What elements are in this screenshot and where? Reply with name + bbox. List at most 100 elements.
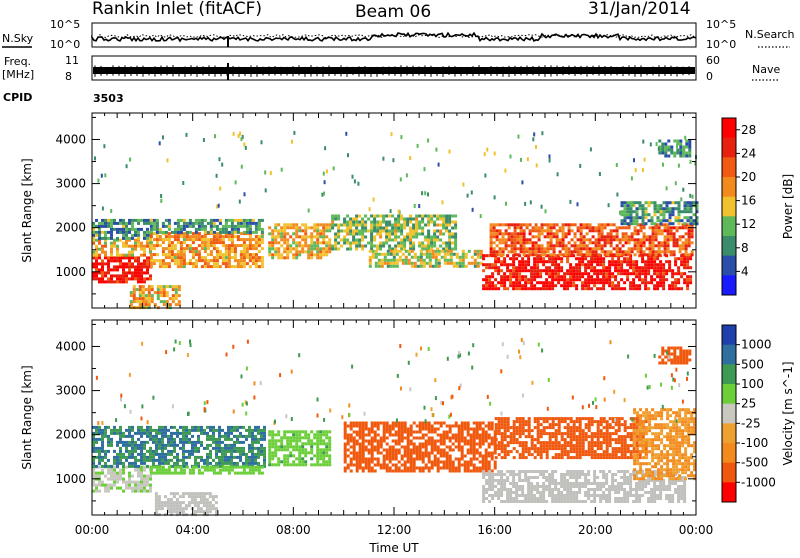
scatter-cell (464, 467, 467, 470)
scatter-cell (538, 232, 541, 235)
scatter-cell (589, 241, 592, 244)
scatter-cell (168, 466, 171, 469)
scatter-cell (355, 221, 358, 224)
scatter-cell (113, 228, 116, 231)
scatter-cell (161, 447, 164, 450)
scatter-cell (122, 465, 125, 468)
scatter-cell (222, 469, 225, 472)
scatter-cell (592, 247, 595, 250)
scatter-cell (621, 204, 624, 207)
scatter-cell (482, 464, 485, 467)
scatter-cell (350, 461, 353, 464)
scatter-cell (216, 259, 219, 262)
scatter-cell (439, 233, 442, 236)
scatter-speckle (616, 193, 618, 197)
scatter-cell (328, 247, 331, 250)
scatter-cell (200, 426, 203, 429)
scatter-cell (443, 422, 446, 425)
scatter-cell (304, 226, 307, 229)
scatter-cell (635, 287, 638, 290)
scatter-cell (353, 425, 356, 428)
scatter-cell (503, 287, 506, 290)
scatter-cell (590, 263, 593, 266)
scatter-cell (642, 222, 645, 225)
scatter-cell (161, 438, 164, 441)
scatter-cell (346, 242, 349, 245)
scatter-cell (228, 259, 231, 262)
scatter-cell (635, 272, 638, 275)
scatter-cell (559, 229, 562, 232)
scatter-cell (131, 274, 134, 277)
scatter-cell (455, 470, 458, 473)
scatter-cell (651, 216, 654, 219)
scatter-cell (166, 300, 169, 303)
scatter-cell (589, 250, 592, 253)
scatter-cell (388, 245, 391, 248)
scatter-cell (152, 429, 155, 432)
scatter-cell (535, 247, 538, 250)
scatter-cell (356, 464, 359, 467)
scatter-cell (243, 472, 246, 475)
scatter-cell (201, 235, 204, 238)
scatter-cell (379, 233, 382, 236)
scatter-speckle (182, 181, 184, 185)
scatter-cell (274, 442, 277, 445)
scatter-cell (234, 235, 237, 238)
scatter-cell (504, 432, 507, 435)
scatter-cell (507, 435, 510, 438)
scatter-cell (575, 287, 578, 290)
scatter-cell (369, 259, 372, 262)
scatter-speckle (421, 191, 423, 195)
scatter-cell (587, 281, 590, 284)
scatter-cell (530, 284, 533, 287)
scatter-cell (674, 257, 677, 260)
scatter-cell (523, 253, 526, 256)
scatter-cell (557, 272, 560, 275)
scatter-cell (434, 458, 437, 461)
scatter-cell (319, 235, 322, 238)
scatter-cell (682, 146, 685, 149)
scatter-cell (676, 229, 679, 232)
scatter-cell (671, 287, 674, 290)
scatter-cell (440, 425, 443, 428)
scatter-cell (501, 426, 504, 429)
scatter-cell (186, 262, 189, 265)
scatter-cell (425, 464, 428, 467)
scatter-cell (658, 152, 661, 155)
scatter-cell (225, 228, 228, 231)
scatter-cell (436, 236, 439, 239)
scatter-cell (637, 232, 640, 235)
scatter-cell (145, 300, 148, 303)
scatter-cell (185, 450, 188, 453)
scatter-cell (98, 426, 101, 429)
scatter-cell (529, 238, 532, 241)
scatter-cell (661, 244, 664, 247)
scatter-cell (429, 253, 432, 256)
scatter-cell (151, 288, 154, 291)
scatter-cell (465, 265, 468, 268)
scatter-cell (307, 226, 310, 229)
scatter-cell (183, 253, 186, 256)
scatter-cell (654, 207, 657, 210)
scatter-cell (140, 462, 143, 465)
scatter-cell (134, 469, 137, 472)
scatter-cell (664, 152, 667, 155)
scatter-cell (207, 244, 210, 247)
scatter-cell (167, 462, 170, 465)
scatter-cell (258, 241, 261, 244)
scatter-cell (376, 224, 379, 227)
scatter-cell (313, 226, 316, 229)
scatter-cell (490, 229, 493, 232)
scatter-cell (280, 238, 283, 241)
scatter-cell (137, 228, 140, 231)
scatter-cell (213, 238, 216, 241)
scatter-cell (515, 281, 518, 284)
scatter-cell (328, 457, 331, 460)
scatter-cell (119, 231, 122, 234)
scatter-cell (222, 241, 225, 244)
scatter-cell (452, 425, 455, 428)
scatter-speckle (642, 140, 644, 144)
scatter-cell (443, 452, 446, 455)
scatter-cell (401, 437, 404, 440)
scatter-cell (289, 250, 292, 253)
